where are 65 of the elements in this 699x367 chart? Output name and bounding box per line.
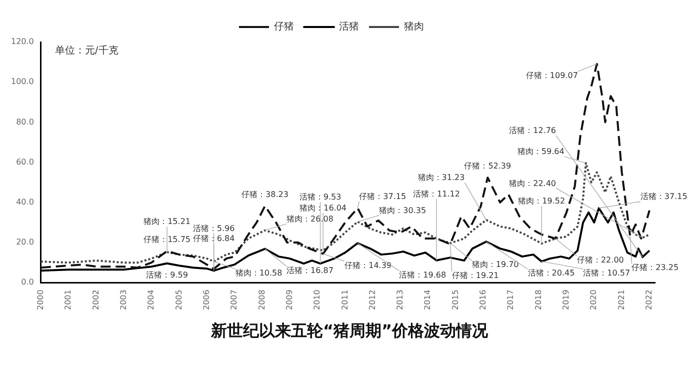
y-tick-label: 80.0	[16, 117, 34, 126]
y-axis-title: 单位：元/千克	[54, 44, 118, 57]
annotation: 仔猪：38.23	[242, 190, 288, 200]
annotation: 活猪：20.45	[528, 268, 575, 278]
annotation: 活猪：11.12	[413, 189, 460, 198]
annotation: 活猪：5.96	[192, 224, 235, 233]
annotation: 仔猪：22.00	[576, 256, 624, 265]
annotation: 仔猪：37.15	[359, 192, 406, 202]
x-tick-label: 2017	[506, 290, 516, 310]
x-tick-label: 2013	[396, 290, 405, 310]
x-tick-label: 2003	[118, 290, 128, 310]
y-tick-label: 60.0	[16, 157, 34, 166]
annotation: 仔猪：6.84	[192, 234, 235, 243]
annotation: 活猪：10.57	[583, 268, 630, 278]
annotation: 猪肉：15.21	[144, 217, 190, 226]
x-tick-label: 2001	[64, 290, 73, 310]
x-tick-label: 2002	[91, 290, 100, 310]
x-tick-label: 2021	[616, 290, 626, 310]
annotation: 猪肉：22.40	[509, 178, 556, 188]
annotation: 猪肉：10.58	[235, 268, 282, 278]
x-tick-label: 2012	[368, 290, 377, 310]
x-tick-label: 2006	[202, 290, 211, 310]
y-tick-label: 0.0	[21, 278, 34, 287]
annotation: 猪肉：31.23	[418, 173, 465, 182]
annotation: 活猪：9.53	[299, 192, 342, 202]
annotation: 仔猪：52.39	[464, 162, 512, 171]
annotation: 活猪：16.87	[286, 266, 334, 275]
text: 新世纪以来五轮“猪周期”价格波动情况	[210, 321, 490, 342]
y-tick-label: 20.0	[16, 238, 34, 247]
y-tick-label: 40.0	[16, 198, 34, 207]
y-tick-label: 120.0	[10, 37, 34, 46]
annotation: 活猪：37.15	[640, 192, 688, 202]
annotation: 猪肉：16.04	[300, 204, 347, 213]
x-tick-label: 2010	[312, 290, 322, 310]
y-tick-label: 100.0	[10, 77, 34, 86]
annotation: 猪肉：59.64	[517, 147, 564, 156]
x-tick-label: 2018	[534, 290, 543, 310]
annotation: 仔猪：19.21	[452, 271, 499, 280]
x-tick-label: 2020	[589, 290, 598, 310]
x-tick-label: 2008	[257, 290, 266, 310]
x-tick-label: 2004	[146, 290, 156, 310]
annotation: 猪肉：26.08	[286, 214, 334, 224]
x-tick-label: 2011	[340, 290, 350, 310]
legend-label: 活猪	[339, 20, 359, 33]
annotation: 仔猪：109.07	[526, 70, 578, 80]
legend-label: 仔猪	[274, 20, 294, 33]
annotation: 猪肉：30.35	[379, 206, 426, 215]
annotation: 活猪：19.68	[399, 270, 446, 280]
annotation: 猪肉：19.52	[518, 196, 566, 206]
x-tick-label: 2007	[230, 290, 239, 310]
annotation: 猪肉：19.70	[472, 260, 519, 270]
x-tick-label: 2022	[644, 290, 654, 310]
annotation: 活猪：9.59	[146, 270, 188, 280]
annotation: 活猪：12.76	[509, 126, 556, 136]
x-tick-label: 2015	[450, 290, 460, 310]
annotation: 仔猪：15.75	[144, 235, 190, 244]
x-tick-label: 2005	[174, 290, 184, 310]
annotation: 仔猪：14.39	[344, 260, 392, 270]
x-tick-label: 2014	[423, 290, 432, 310]
annotation: 仔猪：23.25	[632, 263, 679, 272]
legend-label: 猪肉	[404, 20, 424, 33]
x-tick-label: 2000	[36, 290, 45, 310]
x-tick-label: 2009	[284, 290, 294, 310]
x-tick-label: 2019	[562, 290, 571, 310]
x-tick-label: 2016	[478, 290, 488, 310]
